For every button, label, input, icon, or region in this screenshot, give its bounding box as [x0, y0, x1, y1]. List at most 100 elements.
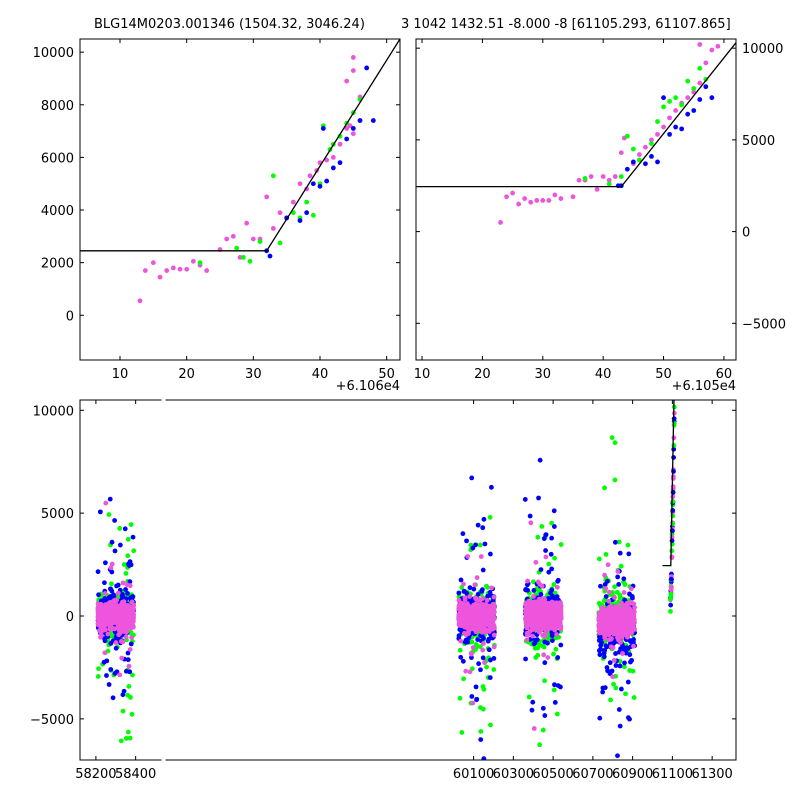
data-point-blue: [114, 583, 119, 589]
data-point-magenta: [529, 615, 534, 620]
data-point-magenta: [119, 655, 125, 661]
data-point-magenta: [620, 621, 626, 627]
data-point-magenta: [120, 580, 126, 586]
data-point-magenta: [670, 494, 676, 500]
data-point-magenta: [549, 625, 555, 631]
data-point-magenta: [624, 626, 630, 631]
data-point-blue: [320, 126, 326, 131]
data-point-magenta: [483, 601, 489, 607]
data-point-magenta: [552, 192, 558, 198]
data-point-blue: [542, 713, 548, 718]
data-point-blue: [529, 707, 535, 713]
data-point-magenta: [543, 627, 548, 633]
data-point-green: [257, 239, 263, 244]
y-tick-label: 0: [66, 610, 74, 625]
data-point-blue: [95, 569, 101, 575]
data-point-green: [612, 477, 618, 483]
y-tick-label: 6000: [41, 151, 74, 166]
data-point-blue: [615, 753, 620, 759]
data-point-blue: [625, 679, 631, 685]
data-point-blue: [624, 166, 630, 172]
data-point-magenta: [459, 600, 464, 606]
data-point-green: [611, 681, 616, 687]
data-point-green: [612, 440, 618, 446]
data-point-green: [616, 539, 622, 545]
x-tick-label: 60: [716, 367, 733, 382]
data-point-blue: [469, 694, 475, 699]
data-point-green: [125, 536, 131, 542]
data-point-magenta: [113, 640, 119, 645]
data-point-magenta: [612, 595, 617, 600]
data-point-magenta: [465, 610, 471, 616]
axis-break-bottom: [161, 758, 166, 762]
data-point-magenta: [546, 609, 552, 615]
data-point-green: [691, 86, 697, 91]
data-point-magenta: [602, 614, 608, 620]
data-point-blue: [370, 118, 376, 123]
data-point-magenta: [478, 554, 484, 559]
data-point-magenta: [549, 599, 555, 605]
data-point-green: [481, 686, 487, 692]
data-point-magenta: [621, 590, 627, 595]
data-point-magenta: [472, 582, 478, 588]
data-point-green: [304, 199, 310, 205]
data-point-green: [670, 499, 676, 504]
data-point-magenta: [611, 619, 617, 625]
data-point-blue: [558, 642, 564, 648]
data-point-blue: [668, 576, 674, 582]
data-point-magenta: [109, 561, 115, 567]
data-point-magenta: [463, 615, 469, 621]
data-point-magenta: [126, 663, 132, 669]
data-point-magenta: [475, 617, 481, 623]
data-point-green: [95, 673, 101, 679]
data-point-blue: [475, 522, 481, 528]
data-point-blue: [602, 685, 608, 691]
data-point-magenta: [467, 669, 473, 675]
data-point-magenta: [617, 625, 622, 631]
model-line: [416, 42, 736, 188]
data-point-magenta: [530, 619, 536, 625]
data-point-magenta: [661, 124, 666, 130]
data-point-green: [539, 643, 545, 649]
data-point-magenta: [479, 629, 485, 635]
data-point-blue: [109, 539, 115, 545]
data-point-magenta: [108, 622, 114, 627]
data-point-magenta: [628, 599, 634, 605]
data-point-magenta: [101, 618, 106, 624]
data-point-green: [535, 652, 541, 658]
data-point-green: [623, 691, 628, 697]
data-point-magenta: [611, 657, 617, 663]
data-point-magenta: [605, 562, 611, 568]
data-point-magenta: [618, 640, 623, 645]
data-point-blue: [670, 508, 676, 513]
data-point-magenta: [606, 598, 612, 604]
data-point-magenta: [112, 610, 117, 616]
data-point-magenta: [545, 655, 551, 660]
data-point-magenta: [190, 258, 196, 264]
data-point-magenta: [109, 604, 115, 610]
data-point-magenta: [122, 607, 128, 612]
data-point-magenta: [536, 603, 541, 609]
x-tick-label: 10: [414, 367, 431, 382]
data-point-magenta: [715, 43, 721, 49]
data-point-magenta: [97, 628, 102, 633]
data-point-magenta: [458, 638, 464, 644]
data-point-magenta: [523, 607, 529, 613]
data-point-green: [542, 678, 548, 684]
data-point-magenta: [558, 196, 564, 201]
data-point-magenta: [462, 630, 467, 636]
x-tick-label: 20: [474, 367, 491, 382]
data-point-magenta: [547, 618, 553, 624]
data-point-magenta: [533, 559, 539, 565]
data-point-blue: [551, 508, 557, 514]
data-point-green: [125, 553, 131, 559]
data-point-green: [614, 589, 620, 595]
data-point-blue: [480, 655, 486, 661]
data-point-green: [127, 735, 133, 741]
data-point-magenta: [457, 620, 462, 626]
data-point-blue: [546, 569, 552, 575]
data-point-blue: [597, 715, 603, 721]
data-point-magenta: [510, 190, 516, 196]
data-point-magenta: [477, 623, 483, 628]
data-point-blue: [541, 536, 547, 541]
